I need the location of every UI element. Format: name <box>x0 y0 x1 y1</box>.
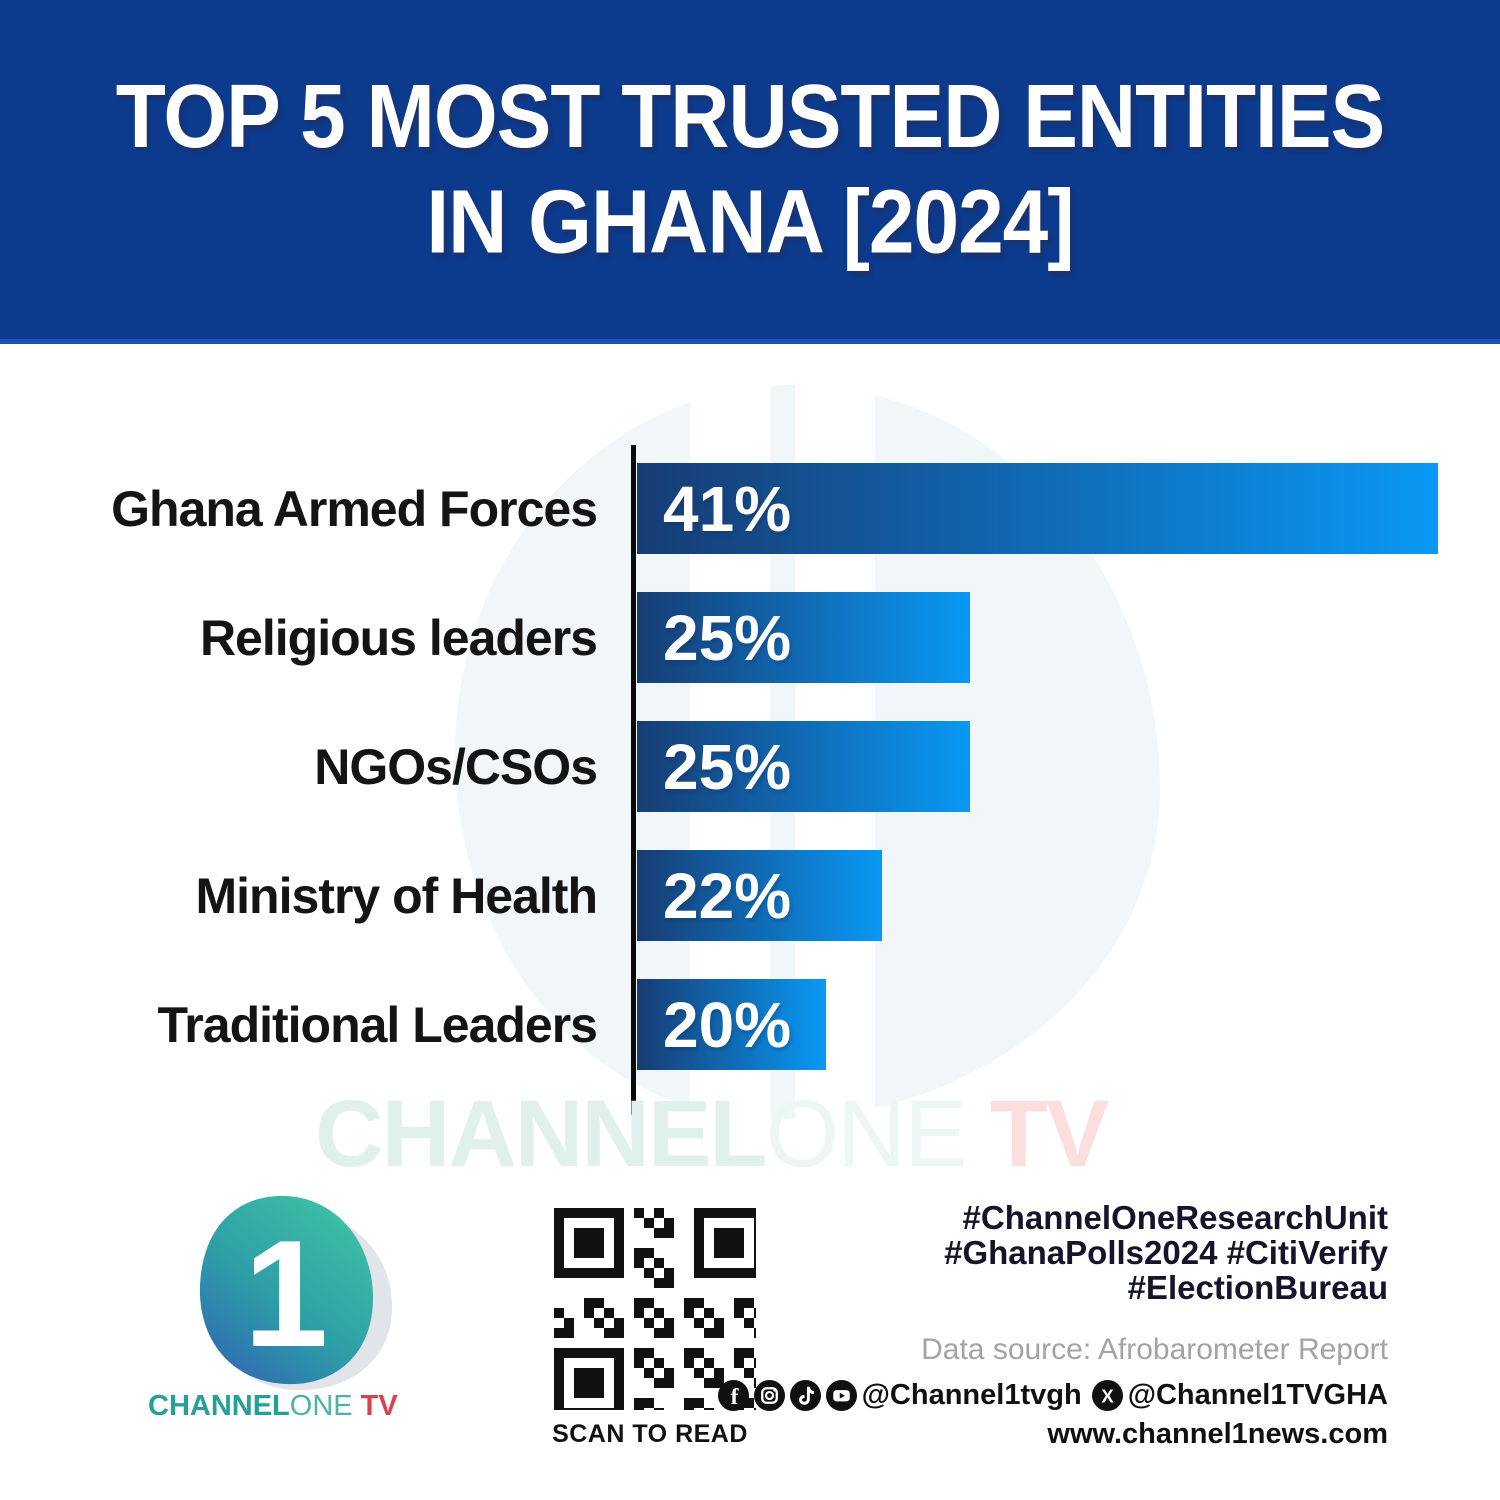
watermark-channelone-tv: CHANNELONE TV <box>315 1087 1415 1182</box>
bar-1: 41% <box>637 463 1438 554</box>
bar-2: 25% <box>637 592 970 683</box>
social-row: f @Channel1tvgh X @C <box>717 1379 1388 1412</box>
logo-pick-shape <box>199 1195 374 1385</box>
bar-5: 20% <box>637 979 826 1070</box>
hashtag-line-3: #ElectionBureau <box>1127 1269 1388 1306</box>
logo-text-channel: CHANNEL <box>148 1390 290 1422</box>
chart-row: Religious leaders 25% <box>0 592 1500 683</box>
website-url: www.channel1news.com <box>1047 1418 1388 1450</box>
qr-block: SCAN TO READ <box>542 1198 758 1449</box>
title-line-2: IN GHANA [2024] <box>426 171 1074 272</box>
instagram-icon <box>753 1380 785 1411</box>
svg-text:X: X <box>1101 1385 1114 1406</box>
category-label: Traditional Leaders <box>157 996 598 1053</box>
category-label: NGOs/CSOs <box>314 738 598 795</box>
youtube-icon <box>825 1380 857 1411</box>
bar-4: 22% <box>637 850 882 941</box>
handle-channel1tvgh: @Channel1tvgh <box>861 1379 1082 1411</box>
hashtags: #ChannelOneResearchUnit #GhanaPolls2024 … <box>788 1200 1388 1305</box>
bar-value-label: 22% <box>663 859 792 932</box>
watermark-one: ONE <box>765 1081 967 1187</box>
channel-one-logo-text: CHANNELONE TV <box>148 1390 428 1423</box>
data-source-note: Data source: Afrobarometer Report <box>921 1333 1388 1366</box>
bar-value-label: 25% <box>663 730 792 803</box>
facebook-icon: f <box>717 1380 749 1411</box>
handle-channel1tvgha: @Channel1TVGHA <box>1127 1379 1388 1411</box>
category-label: Ghana Armed Forces <box>111 480 598 537</box>
watermark-channel: CHANNEL <box>315 1081 767 1187</box>
qr-caption: SCAN TO READ <box>552 1420 748 1448</box>
logo-text-one: ONE <box>289 1390 353 1422</box>
footer-right-column: #ChannelOneResearchUnit #GhanaPolls2024 … <box>717 1200 1388 1451</box>
hashtag-line-2: #GhanaPolls2024 #CitiVerify <box>944 1234 1388 1271</box>
category-label: Ministry of Health <box>195 867 598 924</box>
bar-value-label: 41% <box>663 472 792 545</box>
bar-chart: Ghana Armed Forces 41% Religious leaders 25… <box>0 445 1500 1115</box>
channel-one-logo-mark: 1 <box>199 1195 393 1391</box>
channel-one-logo: 1 CHANNELONE TV <box>140 1188 430 1458</box>
watermark-tv: TV <box>965 1081 1109 1187</box>
qr-code <box>544 1198 756 1410</box>
chart-row: Ghana Armed Forces 41% <box>0 463 1500 554</box>
header-banner: TOP 5 MOST TRUSTED ENTITIES IN GHANA [20… <box>0 0 1500 344</box>
x-icon: X <box>1091 1380 1123 1411</box>
logo-text-tv: TV <box>352 1390 398 1422</box>
chart-axis-line <box>631 445 636 1115</box>
page-title: TOP 5 MOST TRUSTED ENTITIES IN GHANA [20… <box>115 64 1385 275</box>
hashtag-line-1: #ChannelOneResearchUnit <box>962 1199 1388 1236</box>
bar-3: 25% <box>637 721 970 812</box>
chart-row: Ministry of Health 22% <box>0 850 1500 941</box>
chart-rows: Ghana Armed Forces 41% Religious leaders 25… <box>0 463 1500 1108</box>
chart-row: Traditional Leaders 20% <box>0 979 1500 1070</box>
logo-numeral-1: 1 <box>244 1209 329 1379</box>
bar-value-label: 25% <box>663 601 792 674</box>
bar-value-label: 20% <box>663 988 792 1061</box>
category-label: Religious leaders <box>199 609 598 666</box>
svg-text:f: f <box>730 1384 738 1410</box>
title-line-1: TOP 5 MOST TRUSTED ENTITIES <box>115 66 1385 167</box>
tiktok-icon <box>789 1380 821 1411</box>
chart-row: NGOs/CSOs 25% <box>0 721 1500 812</box>
